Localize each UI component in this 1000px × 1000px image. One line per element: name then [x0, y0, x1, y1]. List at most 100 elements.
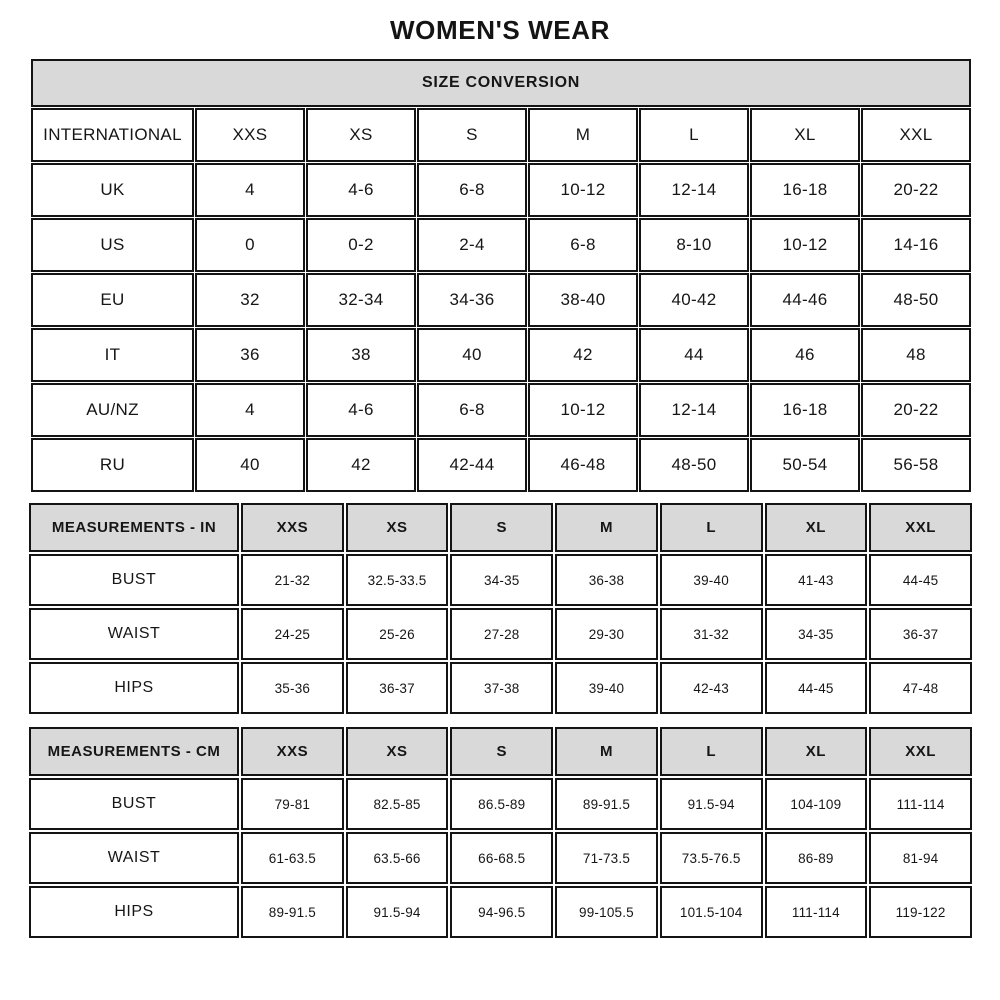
row-label: IT [31, 328, 194, 382]
table-cell: 16-18 [750, 163, 860, 217]
table-cell: 25-26 [345, 608, 449, 660]
table-cell: 34-35 [764, 608, 868, 660]
table-cell: 79-81 [241, 778, 344, 830]
table-cell: 42-44 [417, 438, 527, 492]
table-cell: 44-46 [750, 273, 860, 327]
table-cell: 48-50 [861, 273, 971, 327]
size-conversion-table: SIZE CONVERSION INTERNATIONAL XXS XS S M L XL X… [30, 58, 972, 493]
table-cell: 32.5-33.5 [345, 554, 449, 606]
table-cell: 104-109 [764, 778, 868, 830]
table-cell: 36-37 [345, 662, 449, 714]
column-header: L [639, 108, 749, 162]
size-conversion-banner-row: SIZE CONVERSION [31, 59, 971, 107]
row-label: BUST [29, 554, 239, 606]
column-header: XXL [869, 503, 972, 552]
measurements-in-table: MEASUREMENTS - IN XXS XS S M L XL XXL BUST 21-32… [27, 501, 974, 716]
table-cell: 111-114 [869, 778, 972, 830]
table-cell: 6-8 [528, 218, 638, 272]
table-cell: 16-18 [750, 383, 860, 437]
table-cell: 6-8 [417, 383, 527, 437]
table-cell: 61-63.5 [241, 832, 344, 884]
column-header: XXS [241, 503, 344, 552]
table-cell: 40-42 [639, 273, 749, 327]
table-cell: 40 [417, 328, 527, 382]
row-label: HIPS [29, 662, 239, 714]
table-cell: 89-91.5 [555, 778, 658, 830]
table-cell: 73.5-76.5 [659, 832, 763, 884]
table-cell: 89-91.5 [241, 886, 344, 938]
column-header: XXL [869, 727, 972, 776]
measurements-cm-header-row: MEASUREMENTS - CM XXS XS S M L XL XXL [29, 727, 972, 776]
table-cell: 35-36 [241, 662, 344, 714]
table-cell: 42 [306, 438, 416, 492]
table-row: UK 4 4-6 6-8 10-12 12-14 16-18 20-22 [31, 163, 971, 217]
table-cell: 38 [306, 328, 416, 382]
table-cell: 24-25 [241, 608, 344, 660]
table-cell: 66-68.5 [450, 832, 554, 884]
table-cell: 32-34 [306, 273, 416, 327]
measurements-in-body: BUST 21-32 32.5-33.5 34-35 36-38 39-40 41-43 44… [29, 554, 972, 714]
size-conversion-banner: SIZE CONVERSION [31, 59, 971, 107]
table-cell: 8-10 [639, 218, 749, 272]
column-header: L [659, 727, 763, 776]
row-header-label: INTERNATIONAL [31, 108, 194, 162]
column-header: M [555, 727, 658, 776]
table-cell: 4-6 [306, 383, 416, 437]
table-cell: 44-45 [764, 662, 868, 714]
row-label: EU [31, 273, 194, 327]
table-cell: 31-32 [659, 608, 763, 660]
table-row: HIPS 35-36 36-37 37-38 39-40 42-43 44-45 47-48 [29, 662, 972, 714]
table-cell: 10-12 [528, 163, 638, 217]
table-row: EU 32 32-34 34-36 38-40 40-42 44-46 48-50 [31, 273, 971, 327]
table-cell: 42 [528, 328, 638, 382]
table-cell: 29-30 [555, 608, 658, 660]
page-title: WOMEN'S WEAR [390, 15, 610, 45]
column-header: S [450, 727, 554, 776]
table-cell: 99-105.5 [555, 886, 658, 938]
table-cell: 39-40 [555, 662, 658, 714]
row-label: RU [31, 438, 194, 492]
column-header: S [417, 108, 527, 162]
table-cell: 44-45 [869, 554, 972, 606]
table-cell: 86.5-89 [450, 778, 554, 830]
table-cell: 46-48 [528, 438, 638, 492]
table-cell: 91.5-94 [659, 778, 763, 830]
row-header-label: MEASUREMENTS - IN [29, 503, 239, 552]
column-header: XS [306, 108, 416, 162]
column-header: M [528, 108, 638, 162]
table-row: BUST 21-32 32.5-33.5 34-35 36-38 39-40 41-43 44… [29, 554, 972, 606]
table-row: US 0 0-2 2-4 6-8 8-10 10-12 14-16 [31, 218, 971, 272]
table-cell: 36-38 [555, 554, 658, 606]
row-header-label: MEASUREMENTS - CM [29, 727, 239, 776]
table-row: RU 40 42 42-44 46-48 48-50 50-54 56-58 [31, 438, 971, 492]
table-cell: 10-12 [528, 383, 638, 437]
table-cell: 32 [195, 273, 305, 327]
table-cell: 86-89 [764, 832, 868, 884]
table-cell: 50-54 [750, 438, 860, 492]
table-cell: 20-22 [861, 163, 971, 217]
column-header: XL [764, 503, 868, 552]
row-label: WAIST [29, 832, 239, 884]
column-header: XS [345, 727, 449, 776]
table-row: HIPS 89-91.5 91.5-94 94-96.5 99-105.5 101.5-1… [29, 886, 972, 938]
table-row: IT 36 38 40 42 44 46 48 [31, 328, 971, 382]
row-label: US [31, 218, 194, 272]
table-cell: 47-48 [869, 662, 972, 714]
table-cell: 2-4 [417, 218, 527, 272]
column-header: XS [345, 503, 449, 552]
table-cell: 41-43 [764, 554, 868, 606]
size-conversion-header-row: INTERNATIONAL XXS XS S M L XL XXL [31, 108, 971, 162]
table-row: AU/NZ 4 4-6 6-8 10-12 12-14 16-18 20-22 [31, 383, 971, 437]
measurements-cm-body: BUST 79-81 82.5-85 86.5-89 89-91.5 91.5-94 104… [29, 778, 972, 938]
measurements-cm-table: MEASUREMENTS - CM XXS XS S M L XL XXL BUST 79-81… [27, 725, 974, 940]
row-label: WAIST [29, 608, 239, 660]
table-cell: 119-122 [869, 886, 972, 938]
measurements-in-header-row: MEASUREMENTS - IN XXS XS S M L XL XXL [29, 503, 972, 552]
column-header: XXL [861, 108, 971, 162]
table-cell: 27-28 [450, 608, 554, 660]
table-cell: 36 [195, 328, 305, 382]
table-row: BUST 79-81 82.5-85 86.5-89 89-91.5 91.5-94 104… [29, 778, 972, 830]
table-cell: 20-22 [861, 383, 971, 437]
table-cell: 94-96.5 [450, 886, 554, 938]
column-header: XL [750, 108, 860, 162]
